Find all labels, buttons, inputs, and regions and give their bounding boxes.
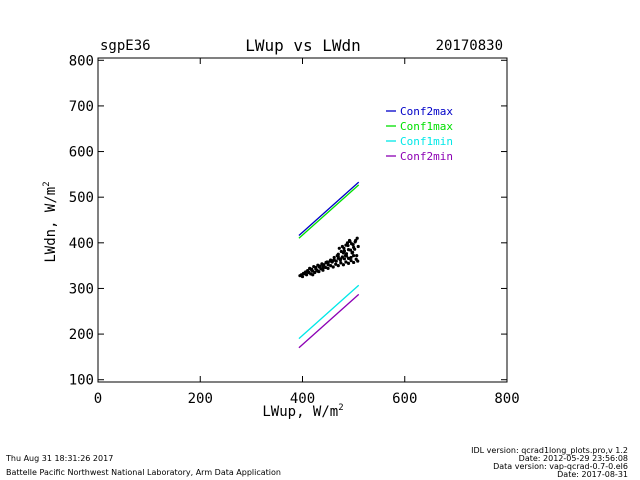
y-tick-label: 400	[69, 236, 94, 252]
data-point	[347, 256, 351, 260]
data-point	[351, 243, 355, 247]
data-point	[348, 248, 353, 252]
y-tick-label: 200	[69, 327, 94, 343]
data-point	[355, 236, 359, 240]
y-tick-label: 700	[69, 99, 94, 115]
data-point	[316, 269, 320, 273]
data-point	[331, 259, 335, 263]
data-point	[352, 253, 356, 258]
data-point	[348, 239, 352, 244]
data-point	[344, 260, 348, 264]
data-point	[339, 261, 343, 265]
x-tick-label: 400	[290, 391, 315, 407]
data-point	[350, 251, 354, 255]
y-tick-label: 800	[69, 53, 94, 69]
data-point	[326, 266, 330, 270]
data-point	[314, 267, 318, 271]
y-tick-label: 600	[69, 145, 94, 161]
data-point	[332, 255, 336, 260]
legend-label: Conf1min	[400, 135, 453, 148]
footer-timestamp: Thu Aug 31 18:31:26 2017	[6, 454, 114, 463]
footer-date2: Date: 2017-08-31	[557, 470, 628, 479]
data-point	[326, 263, 330, 267]
y-axis-title-text: LWdn, W/m	[43, 187, 59, 263]
data-point	[321, 264, 325, 268]
data-point	[339, 249, 343, 254]
data-point	[343, 253, 348, 258]
data-point	[312, 264, 316, 269]
data-point	[342, 249, 347, 253]
y-tick-label: 300	[69, 281, 94, 297]
data-point	[331, 265, 335, 269]
data-point	[356, 244, 360, 249]
data-point	[345, 241, 350, 245]
x-tick-label: 800	[494, 391, 519, 407]
data-point	[334, 262, 338, 266]
data-point	[342, 257, 347, 261]
data-point	[321, 266, 325, 270]
x-tick-label: 600	[392, 391, 417, 407]
data-point	[342, 246, 346, 250]
x-axis-title: LWup, W/m2	[262, 403, 343, 420]
legend: Conf2max Conf1max Conf1min Conf2min	[386, 105, 453, 163]
footer-idl-version: IDL version: qcrad1long_plots.pro,v 1.2	[471, 446, 628, 455]
chart-title: LWup vs LWdn	[245, 36, 361, 55]
data-point	[336, 264, 340, 268]
axes: 0 200 400 600 800 100 200 300 400 500 600 700 800	[69, 53, 520, 407]
x-tick-label: 0	[94, 391, 102, 407]
footer-institution: Battelle Pacific Northwest National Labo…	[6, 468, 281, 477]
data-point	[310, 268, 314, 272]
series-group	[298, 181, 360, 349]
data-point	[339, 257, 343, 261]
y-axis-title: LWdn, W/m2	[42, 181, 59, 262]
series-line-conf2max	[298, 181, 360, 237]
data-point	[356, 259, 360, 263]
data-point	[349, 259, 353, 263]
x-axis-title-text: LWup, W/m	[262, 404, 338, 420]
y-tick-label: 100	[69, 373, 94, 389]
data-point	[317, 265, 321, 269]
data-point	[300, 273, 304, 277]
data-point	[329, 264, 333, 268]
data-point	[325, 260, 329, 264]
legend-label: Conf1max	[400, 120, 453, 133]
data-point	[307, 270, 311, 275]
series-line-conf2min	[298, 293, 360, 349]
data-point	[352, 260, 356, 265]
data-point	[346, 243, 350, 248]
data-point	[355, 253, 359, 258]
data-point	[341, 263, 345, 267]
y-tick-label: 500	[69, 190, 94, 206]
data-point	[329, 258, 333, 262]
data-point	[303, 272, 307, 276]
data-point	[321, 268, 325, 272]
data-point	[311, 273, 315, 277]
data-point	[346, 261, 351, 265]
date-label: 20170830	[436, 38, 503, 54]
footer-data-version: Data version: vap-qcrad-0.7-0.el6	[493, 462, 628, 471]
data-point	[337, 246, 341, 250]
data-point	[336, 252, 340, 256]
data-point	[308, 266, 312, 270]
legend-label: Conf2max	[400, 105, 453, 118]
y-axis-title-superscript: 2	[42, 181, 52, 186]
x-tick-label: 200	[188, 391, 213, 407]
footer-date: Date: 2012-05-29 23:56:08	[518, 454, 628, 463]
data-point	[354, 238, 358, 243]
data-point	[313, 270, 317, 275]
x-axis-title-superscript: 2	[338, 403, 343, 413]
data-point	[323, 265, 328, 270]
data-point	[353, 247, 357, 251]
site-label: sgpE36	[100, 38, 151, 54]
series-line-conf1max	[298, 184, 360, 239]
legend-label: Conf2min	[400, 150, 453, 163]
series-line-conf1min	[298, 284, 360, 340]
